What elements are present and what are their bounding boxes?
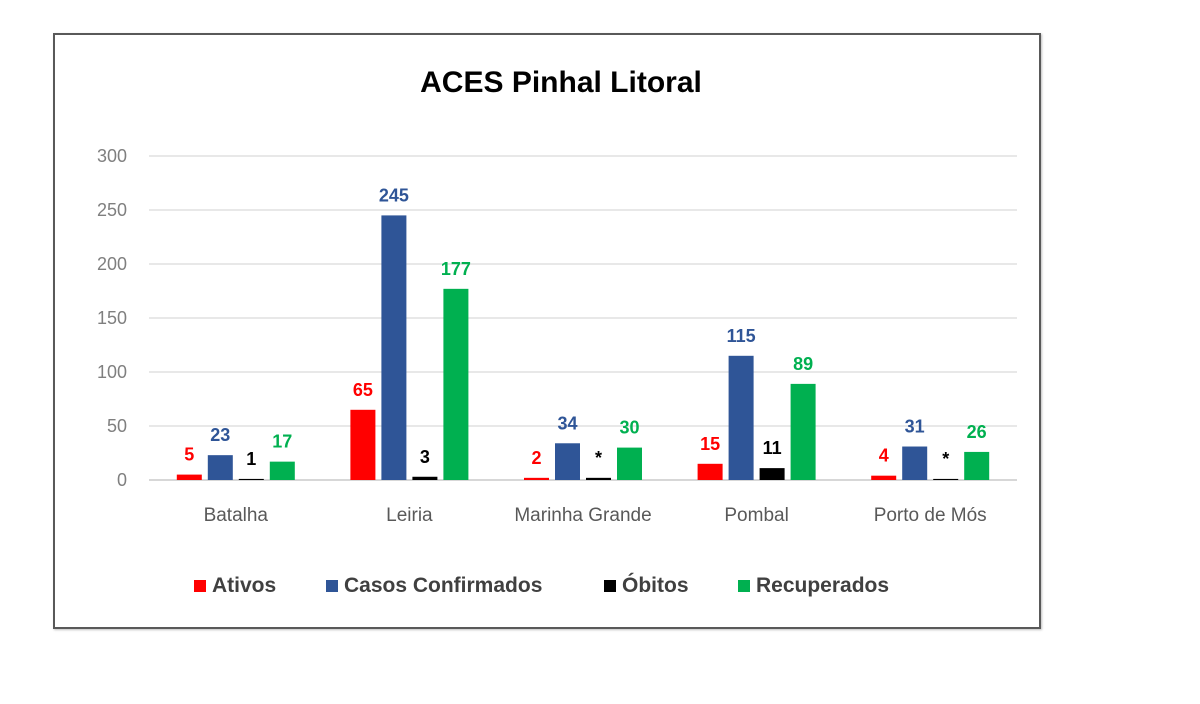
bar bbox=[381, 215, 407, 480]
bar bbox=[269, 461, 295, 480]
y-tick-label: 50 bbox=[107, 416, 127, 436]
bar bbox=[443, 288, 469, 480]
y-tick-label: 150 bbox=[97, 308, 127, 328]
data-label: 31 bbox=[905, 417, 925, 437]
bars bbox=[176, 215, 990, 480]
legend-label: Óbitos bbox=[622, 573, 689, 597]
category-label: Pombal bbox=[724, 505, 788, 526]
data-label: 65 bbox=[353, 380, 373, 400]
data-label: 3 bbox=[420, 447, 430, 467]
y-tick-label: 200 bbox=[97, 254, 127, 274]
data-label: 26 bbox=[967, 422, 987, 442]
y-tick-label: 100 bbox=[97, 362, 127, 382]
data-label: 1 bbox=[246, 449, 256, 469]
bar bbox=[759, 468, 785, 480]
y-tick-label: 0 bbox=[117, 470, 127, 490]
bar-chart: ACES Pinhal Litoral 0 50 100 150 200 250 300 5… bbox=[97, 66, 1017, 597]
bar bbox=[902, 446, 928, 480]
x-axis-categories: Batalha Leiria Marinha Grande Pombal Porto d… bbox=[204, 505, 987, 526]
data-label: 4 bbox=[879, 446, 889, 466]
data-label: * bbox=[942, 449, 949, 469]
bar bbox=[555, 443, 580, 480]
bar bbox=[617, 447, 642, 480]
bar bbox=[350, 409, 376, 480]
data-label: 17 bbox=[272, 432, 292, 452]
chart-frame: ACES Pinhal Litoral 0 50 100 150 200 250 300 5… bbox=[53, 33, 1041, 629]
bar bbox=[697, 463, 723, 480]
y-tick-label: 250 bbox=[97, 200, 127, 220]
legend-swatch bbox=[194, 580, 206, 592]
data-label: 177 bbox=[441, 259, 471, 279]
bar bbox=[728, 355, 754, 480]
bar bbox=[524, 477, 549, 480]
bar bbox=[871, 475, 897, 480]
legend-swatch bbox=[604, 580, 616, 592]
gridlines bbox=[149, 155, 1017, 481]
bar bbox=[238, 478, 264, 480]
data-label: 5 bbox=[184, 445, 194, 465]
legend-label: Casos Confirmados bbox=[344, 574, 542, 597]
category-label: Marinha Grande bbox=[514, 505, 651, 526]
bar bbox=[586, 477, 611, 480]
y-tick-label: 300 bbox=[97, 146, 127, 166]
data-label: 23 bbox=[210, 425, 230, 445]
bar bbox=[176, 474, 202, 480]
category-label: Porto de Mós bbox=[874, 505, 987, 526]
bar bbox=[412, 476, 438, 480]
data-labels: 5 23 1 17 65 245 3 177 2 34 * 30 15 115 11 89 4 31 * 26 bbox=[184, 185, 986, 469]
legend: Ativos Casos Confirmados Óbitos Recuperados bbox=[194, 573, 889, 597]
data-label: * bbox=[595, 448, 602, 468]
category-label: Batalha bbox=[204, 505, 269, 526]
legend-label: Recuperados bbox=[756, 574, 889, 597]
data-label: 245 bbox=[379, 185, 409, 205]
bar bbox=[933, 478, 959, 480]
bar bbox=[207, 455, 233, 480]
data-label: 89 bbox=[793, 354, 813, 374]
data-label: 34 bbox=[557, 413, 577, 433]
data-label: 115 bbox=[727, 326, 756, 346]
legend-label: Ativos bbox=[212, 574, 276, 597]
y-axis-ticks: 0 50 100 150 200 250 300 bbox=[97, 146, 127, 490]
data-label: 30 bbox=[619, 418, 639, 438]
data-label: 15 bbox=[700, 434, 720, 454]
bar bbox=[964, 451, 990, 480]
data-label: 2 bbox=[531, 448, 541, 468]
data-label: 11 bbox=[763, 438, 782, 458]
bar bbox=[790, 383, 816, 480]
legend-swatch bbox=[738, 580, 750, 592]
chart-title: ACES Pinhal Litoral bbox=[420, 66, 702, 99]
legend-swatch bbox=[326, 580, 338, 592]
category-label: Leiria bbox=[386, 505, 433, 526]
